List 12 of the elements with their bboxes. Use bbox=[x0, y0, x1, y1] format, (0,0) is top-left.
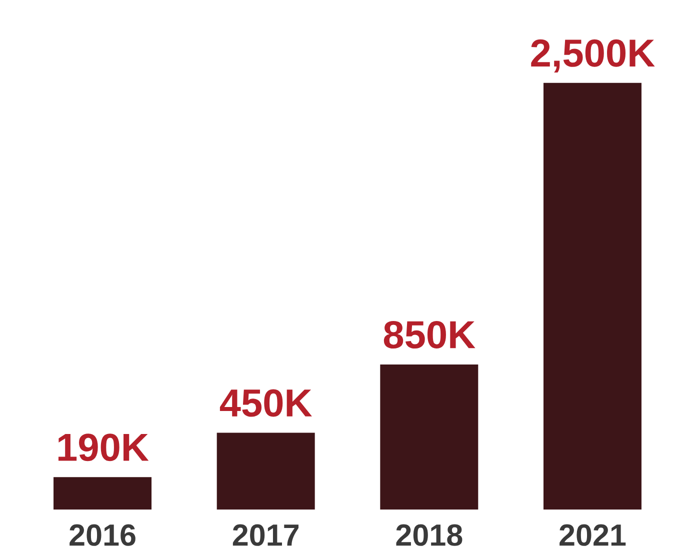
x-tick-label: 2016 bbox=[70, 524, 136, 546]
bar bbox=[54, 477, 152, 510]
x-tick-label: 2021 bbox=[560, 524, 626, 546]
data-label: 2,500K bbox=[531, 39, 655, 73]
x-tick-label: 2017 bbox=[232, 524, 298, 546]
bar bbox=[216, 432, 315, 510]
data-label: 190K bbox=[58, 434, 149, 462]
x-tick-label: 2018 bbox=[396, 524, 462, 546]
data-label: 450K bbox=[220, 389, 312, 417]
bar bbox=[543, 82, 642, 510]
bar bbox=[380, 364, 478, 510]
data-label: 850K bbox=[384, 320, 476, 349]
